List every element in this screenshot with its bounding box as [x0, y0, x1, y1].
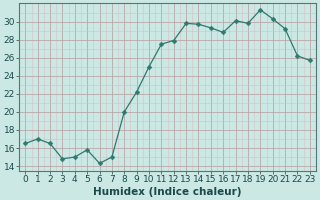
X-axis label: Humidex (Indice chaleur): Humidex (Indice chaleur) — [93, 187, 242, 197]
